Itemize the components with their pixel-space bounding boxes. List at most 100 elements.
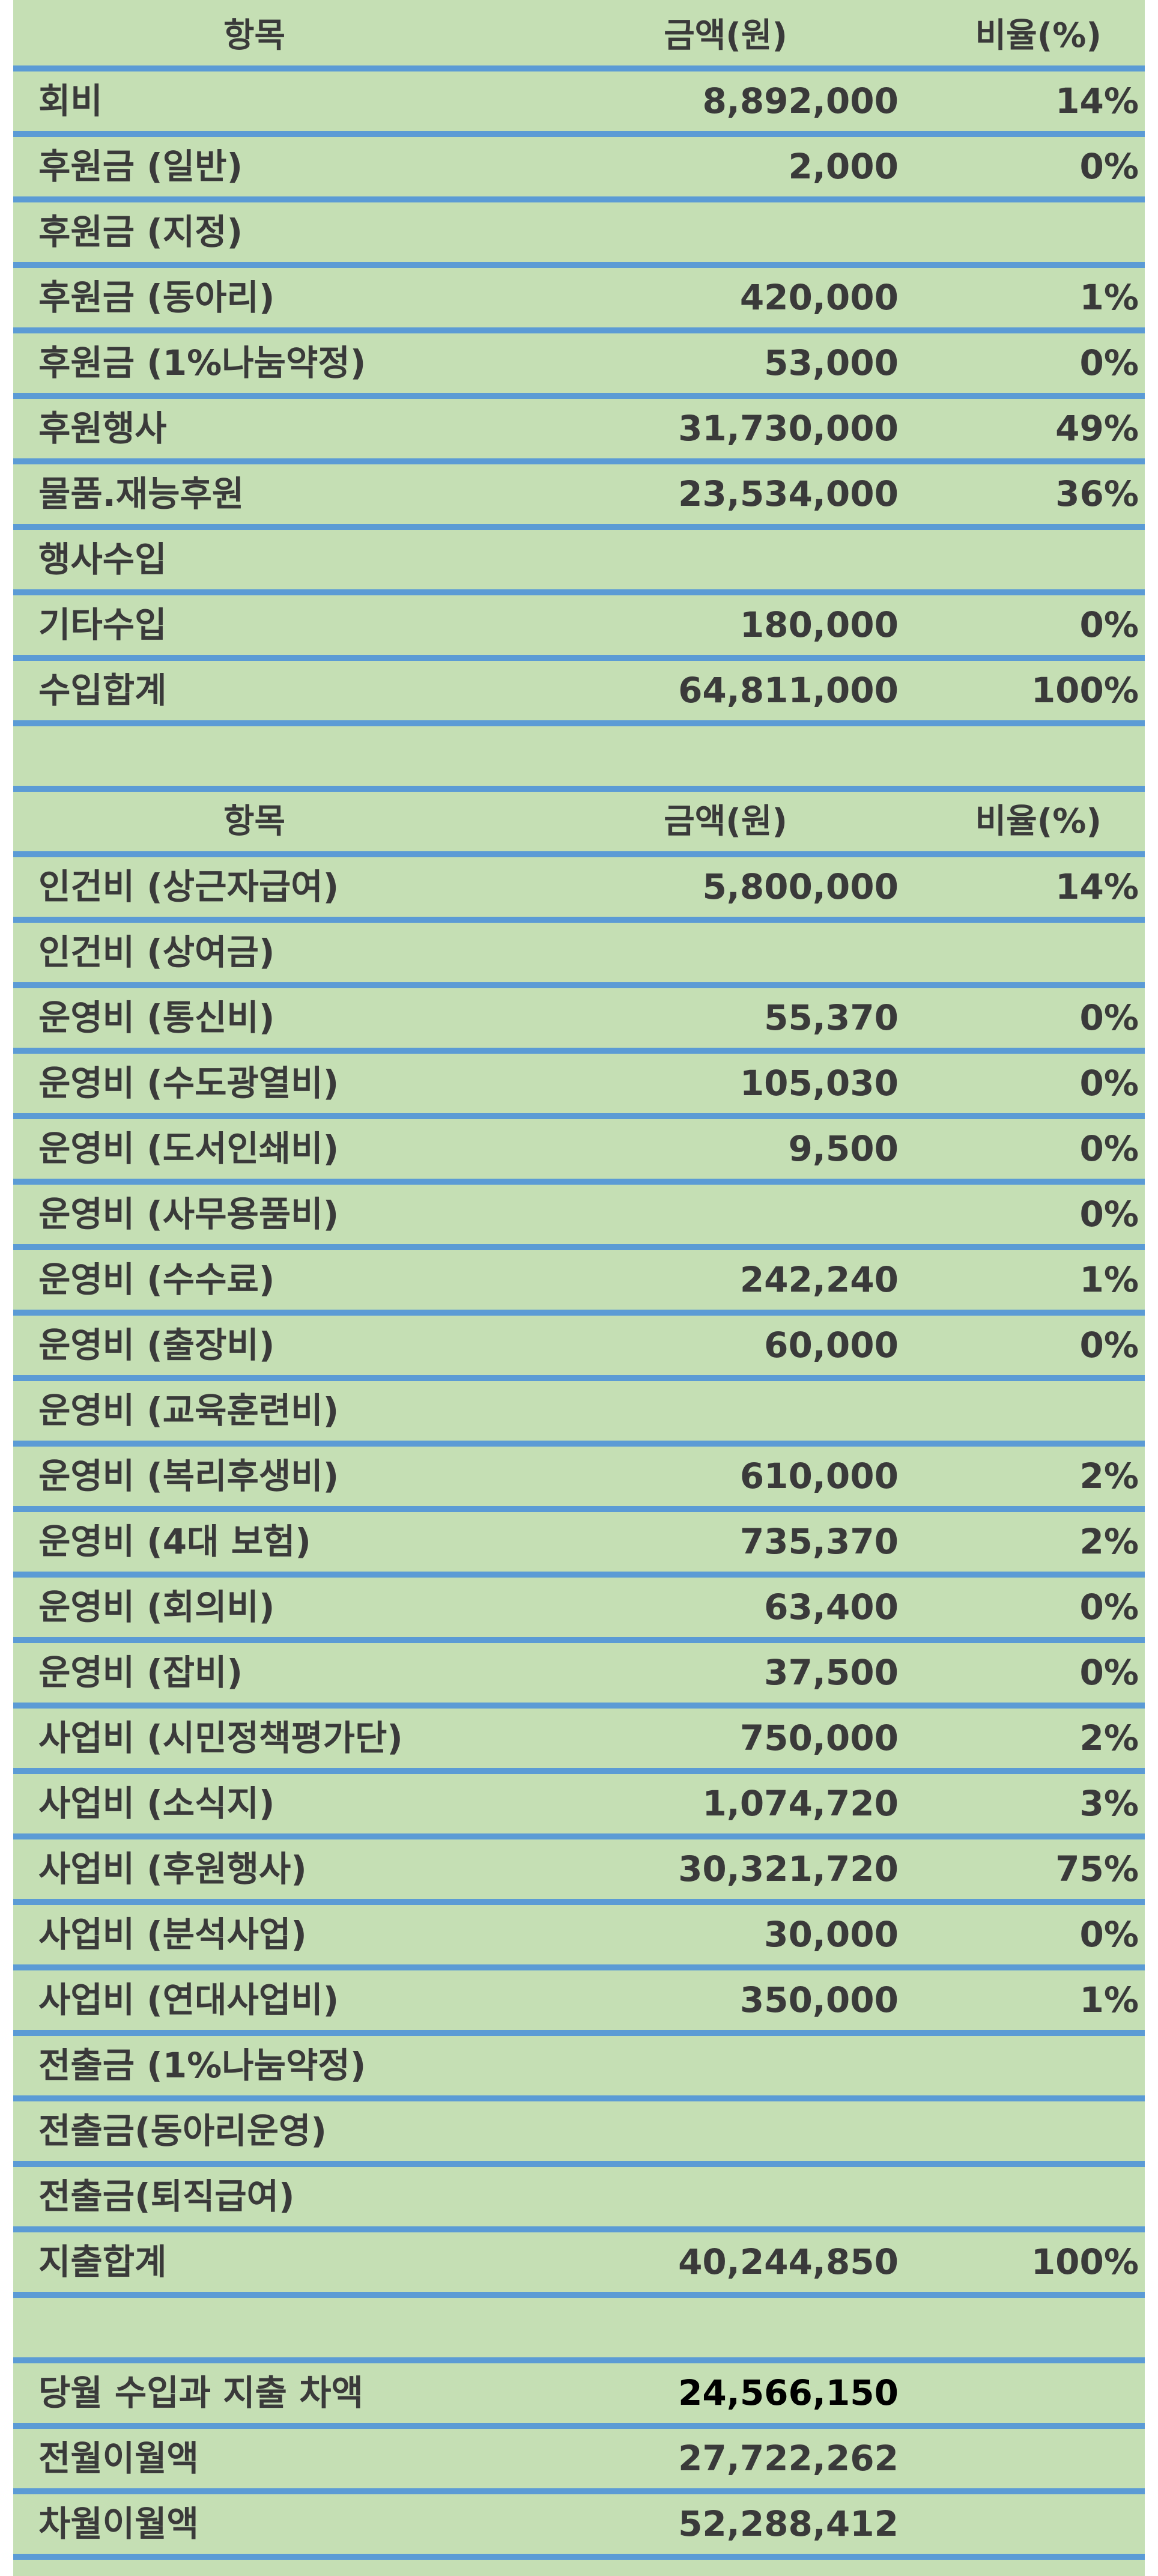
row-item: 행사수입 [38, 539, 167, 580]
income-header-row: 항목 금액(원) 비율(%) [13, 6, 1145, 71]
row-amount: 27,722,262 [678, 2438, 899, 2479]
row-item: 운영비 (출장비) [38, 1325, 275, 1365]
row-item: 운영비 (수도광열비) [38, 1063, 339, 1104]
table-row: 인건비 (상여금) [13, 923, 1145, 988]
row-amount: 242,240 [739, 1259, 899, 1300]
row-item: 후원금 (지정) [38, 211, 243, 252]
row-item: 운영비 (회의비) [38, 1587, 275, 1627]
budget-sheet: 항목 금액(원) 비율(%) 회비 8,892,000 14% 후원금 (일반)… [13, 0, 1145, 2576]
table-row: 운영비 (통신비) 55,370 0% [13, 988, 1145, 1054]
row-amount: 1,074,720 [702, 1783, 899, 1824]
row-item: 수입합계 [38, 670, 167, 711]
table-row: 사업비 (후원행사) 30,321,720 75% [13, 1839, 1145, 1905]
expense-total-row: 지출합계 40,244,850 100% [13, 2232, 1145, 2298]
row-ratio: 0% [1079, 604, 1139, 645]
row-ratio: 100% [1031, 2241, 1139, 2282]
row-item: 사업비 (소식지) [38, 1783, 275, 1824]
table-row: 운영비 (도서인쇄비) 9,500 0% [13, 1119, 1145, 1185]
row-item: 후원행사 [38, 408, 167, 449]
table-row: 인건비 (상근자급여) 5,800,000 14% [13, 857, 1145, 923]
row-ratio: 2% [1079, 1456, 1139, 1496]
row-amount: 2,000 [788, 146, 899, 187]
table-row: 전출금 (1%나눔약정) [13, 2036, 1145, 2101]
row-amount: 63,400 [764, 1587, 899, 1627]
row-item: 후원금 (1%나눔약정) [38, 342, 366, 383]
row-amount: 105,030 [739, 1063, 899, 1104]
table-row: 운영비 (복리후생비) 610,000 2% [13, 1447, 1145, 1512]
row-ratio: 100% [1031, 670, 1139, 711]
row-amount: 52,288,412 [678, 2503, 899, 2544]
row-item: 후원금 (동아리) [38, 277, 275, 318]
row-item: 사업비 (후원행사) [38, 1848, 307, 1889]
table-row: 기타수입 180,000 0% [13, 595, 1145, 661]
row-item: 전출금 (1%나눔약정) [38, 2045, 366, 2086]
row-ratio: 3% [1079, 1783, 1139, 1824]
row-amount: 30,000 [764, 1914, 899, 1955]
row-amount: 5,800,000 [702, 866, 899, 907]
table-row: 후원금 (지정) [13, 202, 1145, 268]
row-ratio: 14% [1055, 80, 1139, 121]
row-ratio: 49% [1055, 408, 1139, 449]
row-amount: 180,000 [739, 604, 899, 645]
row-ratio: 1% [1079, 1979, 1139, 2020]
previous-carryover-row: 전월이월액 27,722,262 [13, 2429, 1145, 2494]
row-amount: 53,000 [764, 342, 899, 383]
header-amount: 금액(원) [664, 16, 787, 55]
row-amount: 750,000 [739, 1718, 899, 1758]
row-item: 지출합계 [38, 2241, 167, 2282]
row-amount: 8,892,000 [702, 80, 899, 121]
spacer-row [13, 2298, 1145, 2363]
table-row: 사업비 (연대사업비) 350,000 1% [13, 1970, 1145, 2036]
row-ratio: 0% [1079, 1325, 1139, 1365]
header-item: 항목 [223, 802, 286, 841]
row-ratio: 0% [1079, 1652, 1139, 1693]
row-amount: 9,500 [788, 1128, 899, 1169]
table-row: 운영비 (잡비) 37,500 0% [13, 1643, 1145, 1709]
row-item: 사업비 (연대사업비) [38, 1979, 339, 2020]
row-item: 운영비 (4대 보험) [38, 1521, 311, 1562]
spacer-row [13, 726, 1145, 792]
row-item: 운영비 (사무용품비) [38, 1194, 339, 1235]
expense-header-row: 항목 금액(원) 비율(%) [13, 792, 1145, 857]
table-row: 전출금(퇴직급여) [13, 2167, 1145, 2232]
next-carryover-row: 차월이월액 52,288,412 [13, 2494, 1145, 2560]
row-item: 차월이월액 [38, 2503, 199, 2544]
table-row: 행사수입 [13, 530, 1145, 595]
row-amount: 24,566,150 [678, 2372, 899, 2413]
row-item: 사업비 (분석사업) [38, 1914, 307, 1955]
row-item: 후원금 (일반) [38, 146, 243, 187]
table-row: 후원금 (일반) 2,000 0% [13, 137, 1145, 202]
row-ratio: 2% [1079, 1718, 1139, 1758]
table-row: 운영비 (출장비) 60,000 0% [13, 1316, 1145, 1381]
row-ratio: 1% [1079, 277, 1139, 318]
row-item: 운영비 (복리후생비) [38, 1456, 339, 1496]
row-item: 회비 [38, 80, 103, 121]
table-row: 전출금(동아리운영) [13, 2101, 1145, 2167]
table-row: 후원금 (동아리) 420,000 1% [13, 268, 1145, 333]
row-item: 운영비 (잡비) [38, 1652, 243, 1693]
row-amount: 735,370 [739, 1521, 899, 1562]
header-ratio: 비율(%) [975, 16, 1102, 55]
row-amount: 350,000 [739, 1979, 899, 2020]
row-amount: 40,244,850 [678, 2241, 899, 2282]
row-item: 물품.재능후원 [38, 473, 244, 514]
header-amount: 금액(원) [664, 802, 787, 841]
row-item: 당월 수입과 지출 차액 [38, 2372, 363, 2413]
row-ratio: 0% [1079, 342, 1139, 383]
table-row: 후원금 (1%나눔약정) 53,000 0% [13, 333, 1145, 399]
row-ratio: 75% [1055, 1848, 1139, 1889]
table-row: 후원행사 31,730,000 49% [13, 399, 1145, 464]
table-row: 물품.재능후원 23,534,000 36% [13, 464, 1145, 530]
row-item: 운영비 (교육훈련비) [38, 1390, 339, 1431]
table-row: 운영비 (교육훈련비) [13, 1381, 1145, 1447]
table-row: 운영비 (사무용품비) 0% [13, 1185, 1145, 1250]
row-amount: 23,534,000 [678, 473, 899, 514]
row-amount: 37,500 [764, 1652, 899, 1693]
row-item: 인건비 (상여금) [38, 932, 275, 973]
row-ratio: 0% [1079, 1194, 1139, 1235]
row-ratio: 2% [1079, 1521, 1139, 1562]
table-row: 운영비 (회의비) 63,400 0% [13, 1578, 1145, 1643]
row-amount: 55,370 [764, 997, 899, 1038]
row-ratio: 0% [1079, 997, 1139, 1038]
row-amount: 31,730,000 [678, 408, 899, 449]
